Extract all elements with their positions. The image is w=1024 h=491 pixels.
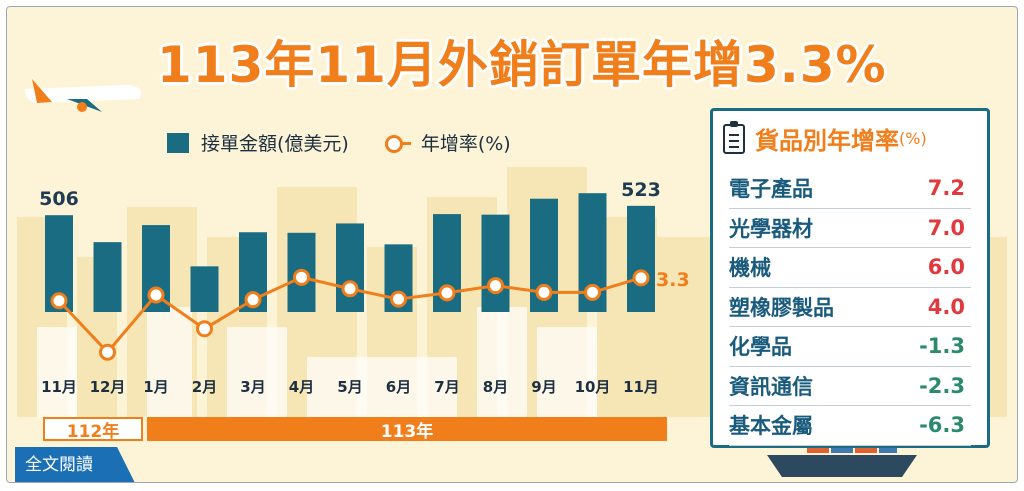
bar-line-chart: 506 523 3.3 11月 12月 1月 2月 3月 4月 5月 6月 7月 8月 9月 10月 11月 bbox=[39, 179, 690, 396]
bar-data-label: 523 bbox=[621, 179, 661, 201]
growth-rate-point bbox=[535, 283, 553, 301]
line-legend-marker bbox=[384, 133, 411, 153]
product-growth-panel: 貨品別年增率 (%) 電子產品 7.2 光學器材 7.0 機械 6.0 塑橡膠製品 4.0 化學品… bbox=[710, 108, 990, 448]
panel-title-unit: (%) bbox=[899, 129, 927, 148]
panel-row-name: 化學品 bbox=[729, 335, 792, 360]
panel-title-text: 貨品別年增率 bbox=[755, 127, 899, 155]
growth-rate-point bbox=[390, 290, 407, 308]
growth-rate-point bbox=[50, 292, 68, 310]
panel-row: 資訊通信 -2.3 bbox=[729, 367, 971, 406]
growth-rate-point bbox=[341, 280, 359, 298]
panel-row-value: 7.0 bbox=[927, 215, 965, 240]
panel-row-name: 光學器材 bbox=[729, 216, 813, 241]
panel-row-value: 7.2 bbox=[927, 176, 965, 201]
growth-rate-label: 3.3 bbox=[656, 269, 690, 291]
x-tick-label: 6月 bbox=[386, 378, 411, 396]
growth-rate-point bbox=[293, 268, 310, 286]
panel-row-name: 基本金屬 bbox=[729, 414, 813, 439]
x-tick-label: 3月 bbox=[240, 378, 265, 396]
panel-row-name: 資訊通信 bbox=[729, 374, 813, 399]
x-tick-label: 5月 bbox=[337, 378, 362, 396]
x-tick-label: 9月 bbox=[531, 378, 556, 396]
panel-row: 塑橡膠製品 4.0 bbox=[729, 288, 971, 327]
x-tick-label: 1月 bbox=[143, 378, 168, 396]
x-tick-label: 12月 bbox=[90, 378, 126, 396]
x-tick-label: 2月 bbox=[192, 378, 217, 396]
panel-row-value: 6.0 bbox=[927, 255, 965, 280]
growth-rate-point bbox=[632, 269, 650, 287]
x-tick-label: 11月 bbox=[623, 378, 659, 396]
bar-legend-label: 接單金額(億美元) bbox=[201, 133, 349, 155]
panel-row-value: -2.3 bbox=[919, 373, 965, 398]
panel-row-value: -6.3 bbox=[919, 413, 965, 438]
bar bbox=[481, 214, 510, 312]
x-tick-label: 11月 bbox=[41, 378, 77, 396]
bar-legend-swatch bbox=[167, 132, 189, 153]
panel-row-name: 電子產品 bbox=[729, 177, 813, 202]
bar bbox=[336, 223, 364, 312]
x-tick-label: 7月 bbox=[434, 378, 459, 396]
growth-rate-point bbox=[487, 277, 504, 295]
panel-row: 基本金屬 -6.3 bbox=[729, 406, 971, 446]
panel-row-value: 4.0 bbox=[927, 294, 965, 319]
chart-legend: 接單金額(億美元) 年增率(%) bbox=[167, 129, 511, 156]
panel-rows: 電子產品 7.2 光學器材 7.0 機械 6.0 塑橡膠製品 4.0 化學品 -1.3 資訊通信 -2… bbox=[729, 169, 971, 446]
panel-row-value: -1.3 bbox=[919, 334, 965, 359]
panel-row: 化學品 -1.3 bbox=[729, 327, 971, 367]
clipboard-icon bbox=[723, 120, 745, 154]
read-more-button[interactable]: 全文閱讀 bbox=[15, 447, 135, 482]
growth-rate-point bbox=[438, 284, 456, 302]
x-tick-label: 10月 bbox=[575, 378, 611, 396]
growth-rate-point bbox=[99, 343, 116, 361]
bar bbox=[93, 242, 122, 312]
infographic-frame: 113年11月外銷訂單年增3.3% 接單金額(億美元) 年增率(%) 506 52… bbox=[6, 6, 1018, 483]
panel-row: 光學器材 7.0 bbox=[729, 209, 971, 248]
bar bbox=[190, 266, 219, 312]
year-113-band: 113年 bbox=[147, 417, 667, 442]
growth-rate-point bbox=[584, 283, 601, 301]
bar-data-label: 506 bbox=[39, 188, 79, 210]
growth-rate-point bbox=[244, 291, 262, 309]
panel-title: 貨品別年增率 (%) bbox=[723, 120, 927, 156]
bar bbox=[627, 205, 655, 312]
x-tick-label: 4月 bbox=[289, 378, 314, 396]
panel-row-name: 機械 bbox=[729, 256, 771, 281]
x-tick-label: 8月 bbox=[483, 378, 508, 396]
line-legend-label: 年增率(%) bbox=[420, 133, 511, 155]
page-title: 113年11月外銷訂單年增3.3% bbox=[157, 36, 887, 94]
growth-rate-point bbox=[196, 320, 213, 338]
growth-rate-point bbox=[147, 286, 165, 304]
panel-row-name: 塑橡膠製品 bbox=[729, 295, 834, 320]
panel-row: 機械 6.0 bbox=[729, 248, 971, 288]
panel-row: 電子產品 7.2 bbox=[729, 169, 971, 209]
year-112-band: 112年 bbox=[43, 417, 143, 442]
airplane-icon bbox=[25, 79, 142, 112]
